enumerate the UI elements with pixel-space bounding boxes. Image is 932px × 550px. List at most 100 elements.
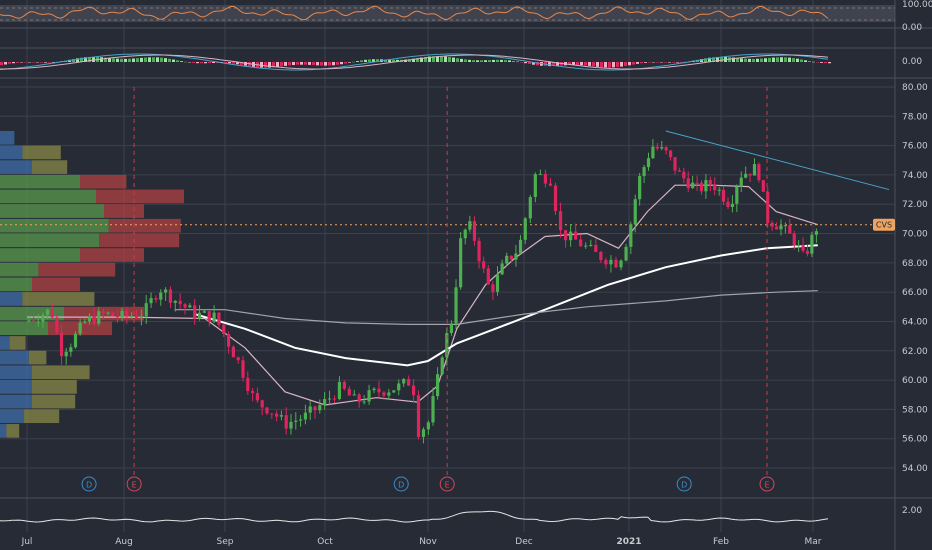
macd-histogram-bar [332, 62, 335, 66]
macd-histogram-bar [20, 62, 23, 63]
x-tick-label: 2021 [616, 537, 641, 547]
volume-profile-bar-up [0, 130, 15, 145]
macd-histogram-bar [272, 62, 275, 68]
candle-body [752, 164, 757, 176]
candle-body [289, 421, 293, 429]
macd-histogram-bar [16, 62, 19, 63]
macd-histogram-bar [552, 62, 555, 67]
candle-body [717, 189, 721, 191]
volume-profile-bar-up [0, 160, 32, 174]
macd-histogram-bar [632, 62, 635, 65]
last-price-badge [873, 218, 895, 231]
macd-histogram-bar [788, 57, 791, 62]
macd-histogram-bar [756, 58, 759, 62]
candle-body [50, 309, 54, 318]
macd-histogram-bar [128, 58, 131, 62]
macd-histogram-bar [636, 62, 639, 64]
candle-body [514, 253, 518, 260]
macd-histogram-bar [288, 62, 291, 66]
macd-histogram-bar [668, 62, 671, 63]
macd-histogram-bar [164, 58, 167, 62]
macd-histogram-bar [612, 62, 615, 68]
candle-body [421, 429, 426, 437]
macd-histogram-bar [40, 62, 43, 63]
axes: 80.00 78.00 76.00 74.00 72.00 70.00 68.00 66.00… [21, 0, 932, 547]
macd-histogram-bar [488, 60, 491, 62]
bottom-tick-label: 2.00 [902, 506, 922, 516]
candle-body [193, 305, 197, 319]
volume-profile-bar-down [104, 204, 144, 218]
candle-body [553, 185, 558, 212]
macd-histogram-bar [596, 62, 599, 67]
candle-body [255, 393, 259, 401]
macd-histogram-bar [824, 62, 827, 64]
macd-histogram-bar [24, 62, 27, 63]
candle-body [788, 225, 792, 234]
macd-histogram-bar [192, 62, 195, 63]
macd-histogram-bar [228, 62, 231, 64]
candle-body [594, 244, 598, 252]
candle-body [486, 268, 490, 285]
macd-histogram-bar [556, 62, 559, 66]
earnings-marker [439, 476, 455, 492]
candle-body [402, 378, 406, 384]
macd-histogram-bar [300, 62, 303, 65]
macd-histogram-bar [768, 57, 771, 62]
macd-histogram-bar [376, 59, 379, 62]
macd-histogram-bar [640, 62, 643, 64]
volume-profile-bar-down [32, 160, 68, 174]
candle-body [97, 311, 101, 324]
macd-histogram-bar [120, 58, 123, 62]
candle-body [397, 383, 401, 391]
earnings-marker [759, 476, 775, 492]
volume-profile-bar-up [0, 174, 80, 189]
macd-histogram-bar [800, 59, 803, 62]
macd-histogram-bar [356, 61, 359, 62]
macd-histogram-bar [328, 62, 331, 66]
x-tick-label: Feb [713, 537, 729, 547]
candle-body [528, 196, 532, 219]
bottom-indicator-line [0, 510, 829, 523]
macd-histogram-bar [648, 62, 651, 63]
earnings-marker [126, 476, 142, 492]
macd-histogram-bar [148, 57, 151, 62]
macd-histogram-bar [116, 58, 119, 62]
volume-profile-bar-down [38, 262, 116, 277]
macd-histogram-bar [752, 58, 755, 62]
candle-body [352, 394, 356, 396]
macd-histogram-bar [440, 56, 443, 62]
macd-histogram-bar [396, 59, 399, 62]
macd-histogram-bar [368, 59, 371, 62]
macd-signal-line [0, 54, 829, 70]
candle-body [327, 398, 332, 400]
macd-histogram-bar [104, 57, 107, 62]
candle-body [270, 413, 274, 415]
macd-histogram-bar [388, 59, 391, 62]
macd-histogram-bar [180, 61, 183, 62]
macd-histogram-bar [168, 58, 171, 62]
volume-profile-bar-up [0, 204, 104, 218]
macd-histogram-bar [700, 59, 703, 62]
macd-histogram-bar [520, 62, 523, 63]
candle-body [308, 406, 312, 413]
price-tick-label: 80.00 [902, 83, 928, 93]
dividend-marker [81, 476, 97, 492]
candle-body [36, 321, 40, 323]
macd-histogram-bar [624, 62, 627, 66]
candle-body [739, 177, 743, 187]
macd-histogram-bar [664, 62, 667, 63]
volume-profile-bar-down [6, 424, 20, 438]
candle-body [222, 324, 226, 334]
candle-body [251, 390, 255, 394]
candle-body [563, 230, 568, 241]
volume-profile-bar-up [0, 424, 7, 438]
macd-histogram-bar [592, 62, 595, 67]
candle-body [735, 186, 739, 204]
candle-body [294, 420, 298, 422]
candle-body [629, 224, 633, 247]
price-tick-label: 72.00 [902, 200, 928, 210]
candle-body [677, 170, 682, 172]
macd-histogram-bar [312, 62, 315, 66]
price-tick-label: 64.00 [902, 317, 928, 327]
